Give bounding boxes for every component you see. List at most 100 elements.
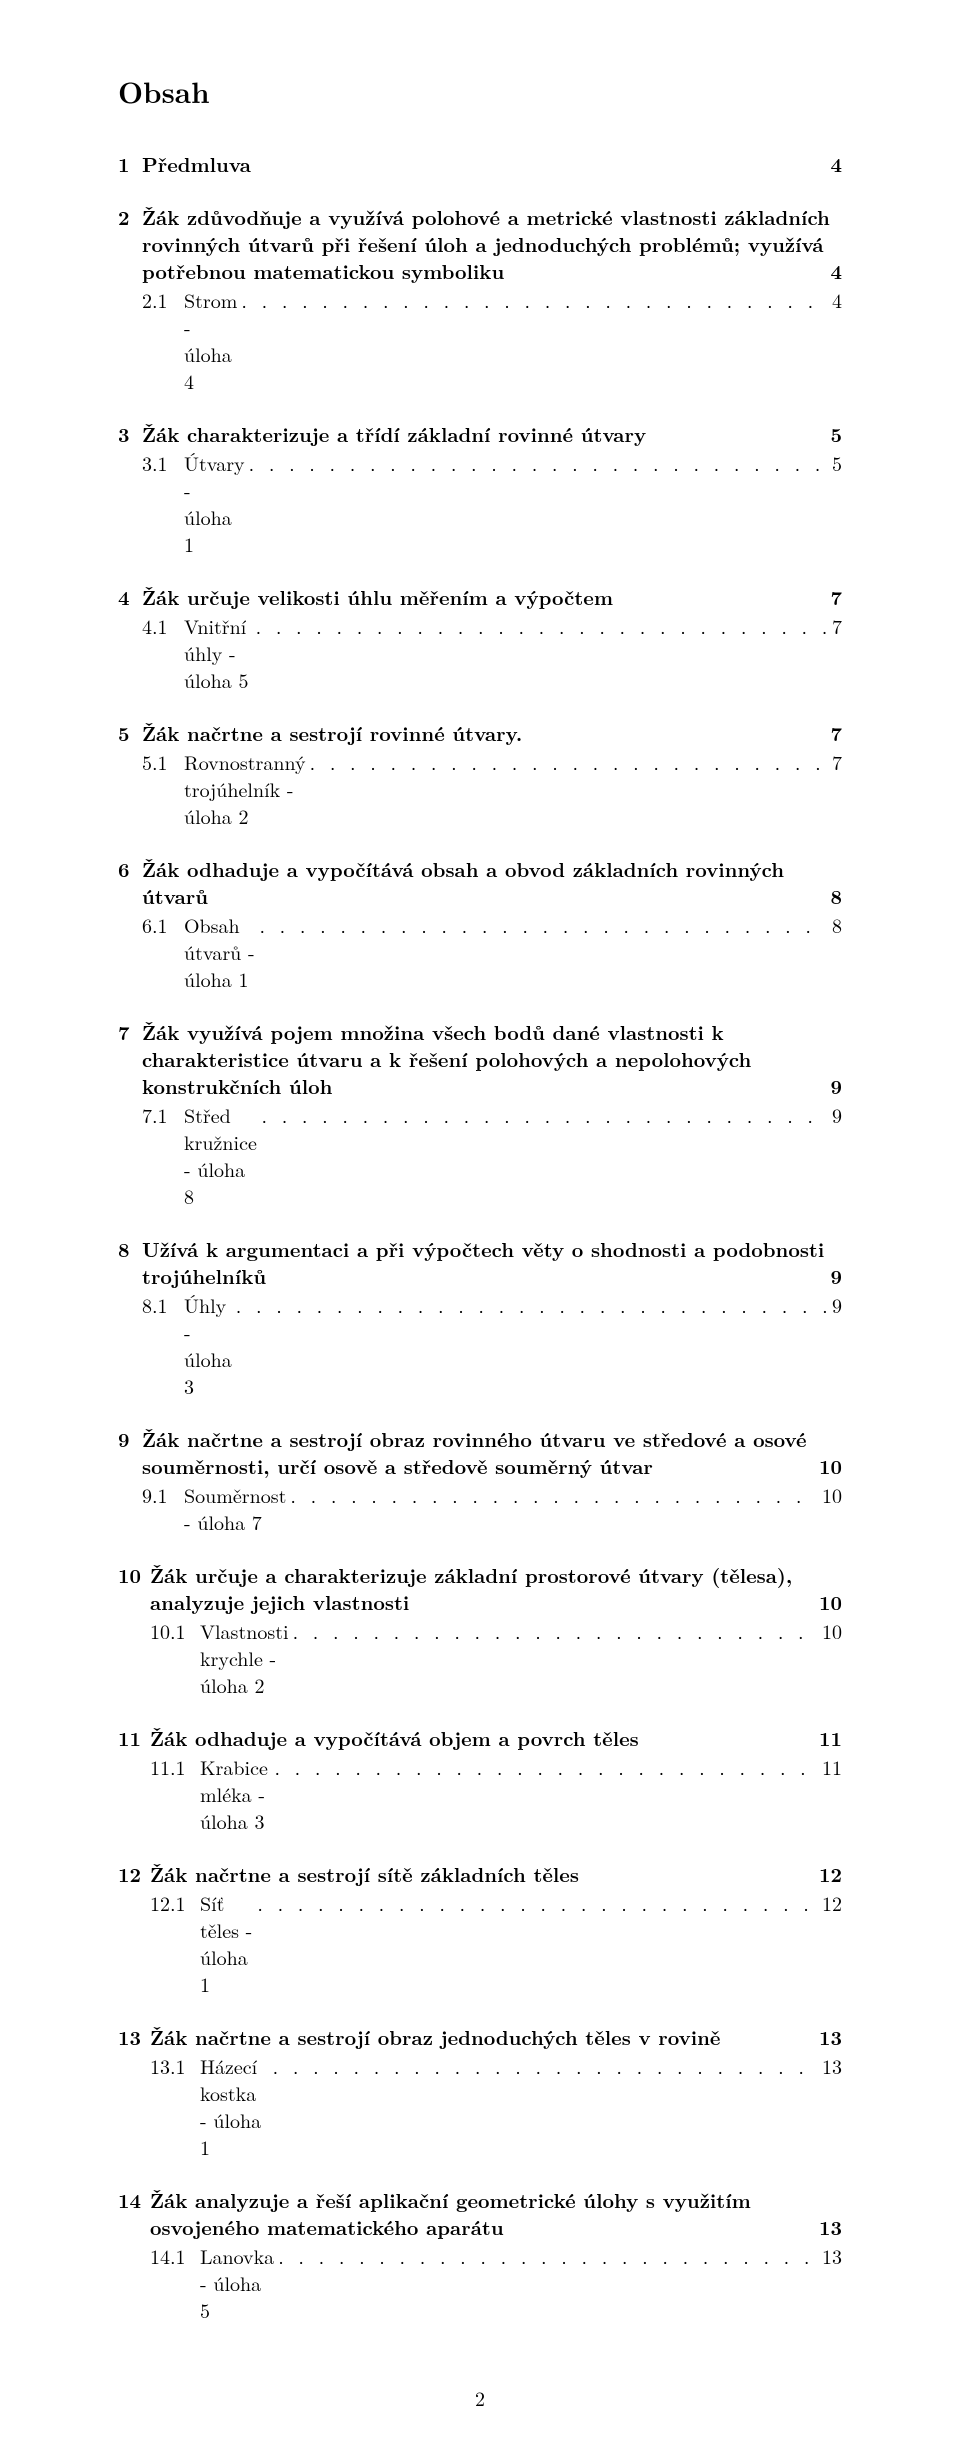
toc-section-page: 10 [809, 1452, 842, 1479]
toc-section-title: Předmluva [142, 149, 251, 178]
toc-section-page: 7 [821, 583, 843, 610]
toc-section-page: 4 [821, 150, 843, 177]
toc-section-page: 10 [809, 1588, 842, 1615]
toc-section-title: Žák odhaduje a vypočítává objem a povrch… [150, 1723, 639, 1752]
toc-section-page: 7 [821, 719, 843, 746]
toc-subsection-title: Rovnostranný trojúhelník - úloha 2 [184, 748, 306, 829]
toc-section-title: Žák načrtne a sestrojí obraz jednoduchýc… [150, 2022, 720, 2051]
toc-leader-dots: . . . . . . . . . . . . . . . . . . . . … [270, 1753, 816, 1780]
toc-subsection-number: 11.1 [150, 1753, 200, 1780]
toc-subsection-page: 13 [816, 2052, 842, 2079]
toc-section: 14Žák analyzuje a řeší aplikační geometr… [118, 2186, 842, 2323]
toc-section-title: Žák využívá pojem množina všech bodů dan… [142, 1017, 751, 1100]
toc-section: 2Žák zdůvodňuje a využívá polohové a met… [118, 203, 842, 394]
toc-subsection: 2.1Strom - úloha 4. . . . . . . . . . . … [118, 286, 842, 394]
toc-subsection-title: Střed kružnice - úloha 8 [184, 1101, 257, 1209]
toc-subsection-title: Lanovka - úloha 5 [200, 2242, 274, 2323]
toc-leader-dots: . . . . . . . . . . . . . . . . . . . . … [269, 2052, 816, 2079]
toc-subsection: 13.1Házecí kostka - úloha 1. . . . . . .… [118, 2052, 842, 2160]
toc-section-number: 2 [118, 203, 142, 230]
toc-section: 9Žák načrtne a sestrojí obraz rovinného … [118, 1425, 842, 1535]
toc-leader-dots: . . . . . . . . . . . . . . . . . . . . … [306, 748, 826, 775]
toc-leader-dots: . . . . . . . . . . . . . . . . . . . . … [257, 1101, 826, 1128]
toc-subsection-page: 4 [826, 286, 842, 313]
toc-subsection-title: Vlastnosti krychle - úloha 2 [200, 1617, 289, 1698]
toc-leader-dots: . . . . . . . . . . . . . . . . . . . . … [274, 2242, 816, 2269]
toc-section: 8Užívá k argumentaci a při výpočtech vět… [118, 1235, 842, 1399]
toc-section-number: 4 [118, 583, 142, 610]
toc-subsection-page: 9 [826, 1101, 842, 1128]
toc-leader-dots: . . . . . . . . . . . . . . . . . . . . … [255, 911, 826, 938]
toc-section: 3Žák charakterizuje a třídí základní rov… [118, 420, 842, 557]
toc-section: 10Žák určuje a charakterizuje základní p… [118, 1561, 842, 1698]
toc-subsection-number: 6.1 [142, 911, 184, 938]
toc-subsection-title: Strom - úloha 4 [184, 286, 237, 394]
toc-section-number: 7 [118, 1018, 142, 1045]
toc-section: 6Žák odhaduje a vypočítává obsah a obvod… [118, 855, 842, 992]
toc-subsection-number: 4.1 [142, 612, 184, 639]
toc-subsection-title: Vnitřní úhly - úloha 5 [184, 612, 252, 693]
toc-section-title: Užívá k argumentaci a při výpočtech věty… [142, 1234, 824, 1290]
toc-section-title: Žák určuje velikosti úhlu měřením a výpo… [142, 582, 613, 611]
toc-subsection-title: Obsah útvarů - úloha 1 [184, 911, 255, 992]
toc-container: 1Předmluva42Žák zdůvodňuje a využívá pol… [118, 150, 842, 2323]
toc-section-title: Žák analyzuje a řeší aplikační geometric… [150, 2185, 751, 2241]
toc-subsection-number: 10.1 [150, 1617, 200, 1644]
toc-subsection: 11.1Krabice mléka - úloha 3. . . . . . .… [118, 1753, 842, 1834]
toc-section-number: 13 [118, 2023, 150, 2050]
page-number: 2 [118, 2383, 842, 2412]
toc-section-page: 9 [821, 1262, 843, 1289]
toc-subsection: 10.1Vlastnosti krychle - úloha 2. . . . … [118, 1617, 842, 1698]
toc-subsection-page: 8 [826, 911, 842, 938]
toc-section-title: Žák zdůvodňuje a využívá polohové a metr… [142, 202, 830, 285]
toc-subsection-title: Síť těles - úloha 1 [200, 1889, 253, 1997]
toc-section-title: Žák odhaduje a vypočítává obsah a obvod … [142, 854, 784, 910]
toc-subsection-page: 10 [816, 1617, 842, 1644]
toc-subsection: 6.1Obsah útvarů - úloha 1. . . . . . . .… [118, 911, 842, 992]
toc-section-number: 3 [118, 420, 142, 447]
toc-section-title: Žák načrtne a sestrojí rovinné útvary. [142, 718, 522, 747]
toc-subsection-number: 9.1 [142, 1481, 184, 1508]
toc-section-number: 11 [118, 1724, 150, 1751]
toc-leader-dots: . . . . . . . . . . . . . . . . . . . . … [252, 612, 826, 639]
toc-section: 11Žák odhaduje a vypočítává objem a povr… [118, 1724, 842, 1834]
toc-leader-dots: . . . . . . . . . . . . . . . . . . . . … [289, 1617, 816, 1644]
toc-subsection-title: Úhly - úloha 3 [184, 1291, 232, 1399]
toc-subsection: 7.1Střed kružnice - úloha 8. . . . . . .… [118, 1101, 842, 1209]
toc-subsection-page: 7 [826, 612, 842, 639]
toc-section: 1Předmluva4 [118, 150, 842, 177]
toc-subsection: 12.1Síť těles - úloha 1. . . . . . . . .… [118, 1889, 842, 1997]
toc-subsection-number: 8.1 [142, 1291, 184, 1318]
toc-section-page: 5 [821, 420, 843, 447]
toc-subsection-page: 7 [826, 748, 842, 775]
toc-subsection-title: Házecí kostka - úloha 1 [200, 2052, 269, 2160]
toc-section-number: 14 [118, 2186, 150, 2213]
toc-section-number: 5 [118, 719, 142, 746]
toc-subsection-number: 12.1 [150, 1889, 200, 1916]
toc-leader-dots: . . . . . . . . . . . . . . . . . . . . … [286, 1481, 816, 1508]
toc-section: 7Žák využívá pojem množina všech bodů da… [118, 1018, 842, 1209]
toc-subsection-page: 9 [826, 1291, 842, 1318]
toc-subsection-number: 14.1 [150, 2242, 200, 2269]
toc-section: 12Žák načrtne a sestrojí sítě základních… [118, 1860, 842, 1997]
toc-subsection-number: 5.1 [142, 748, 184, 775]
toc-section-page: 4 [821, 257, 843, 284]
toc-subsection-number: 7.1 [142, 1101, 184, 1128]
toc-section-title: Žák charakterizuje a třídí základní rovi… [142, 419, 646, 448]
toc-subsection: 9.1Souměrnost - úloha 7. . . . . . . . .… [118, 1481, 842, 1535]
toc-subsection: 14.1Lanovka - úloha 5. . . . . . . . . .… [118, 2242, 842, 2323]
toc-section-title: Žák načrtne a sestrojí obraz rovinného ú… [142, 1424, 807, 1480]
toc-section-number: 6 [118, 855, 142, 882]
toc-subsection-title: Útvary - úloha 1 [184, 449, 245, 557]
toc-section: 13Žák načrtne a sestrojí obraz jednoduch… [118, 2023, 842, 2160]
toc-section-page: 11 [809, 1724, 842, 1751]
toc-subsection-page: 5 [826, 449, 842, 476]
toc-section-page: 13 [809, 2023, 842, 2050]
toc-section: 5Žák načrtne a sestrojí rovinné útvary. 7… [118, 719, 842, 829]
toc-section-number: 10 [118, 1561, 150, 1588]
toc-section-number: 12 [118, 1860, 150, 1887]
toc-section-page: 12 [809, 1860, 842, 1887]
toc-subsection-page: 10 [816, 1481, 842, 1508]
toc-section-title: Žák načrtne a sestrojí sítě základních t… [150, 1859, 579, 1888]
toc-section-title: Žák určuje a charakterizuje základní pro… [150, 1560, 792, 1616]
